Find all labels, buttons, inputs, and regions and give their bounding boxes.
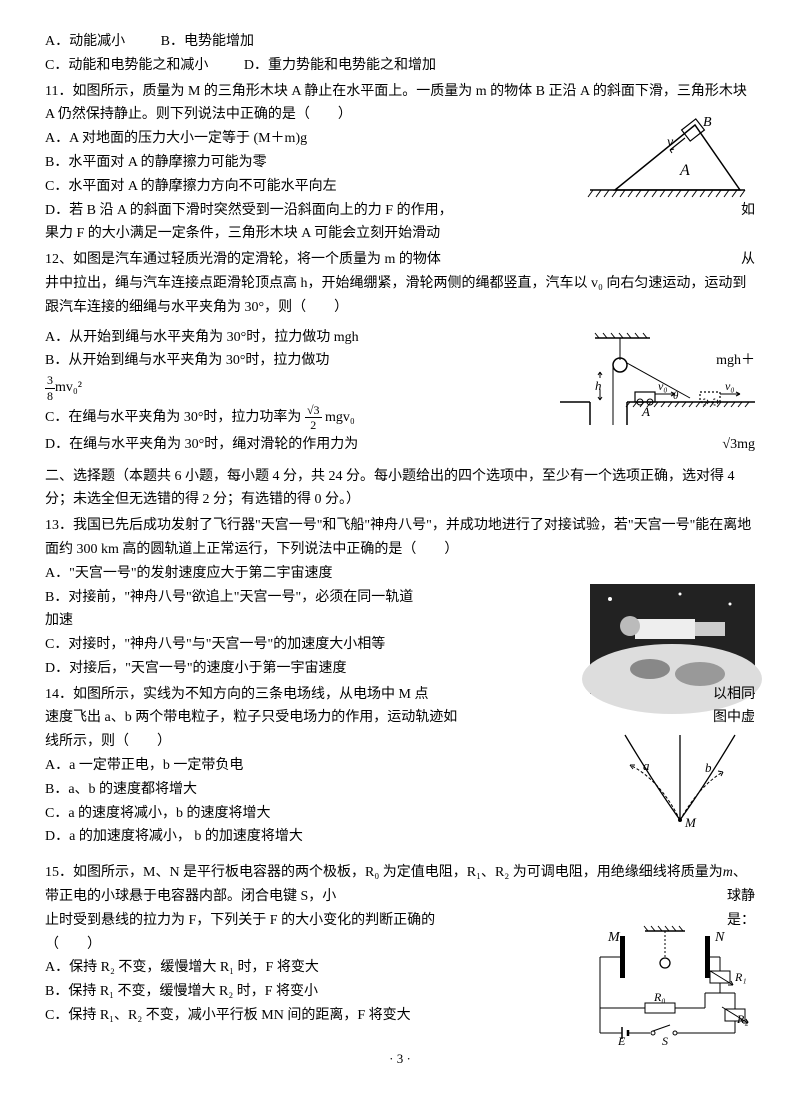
svg-text:θ: θ bbox=[673, 390, 679, 402]
q12-stem-p1: 12、如图是汽车通过轻质光滑的定滑轮，将一个质量为 m 的物体 从 bbox=[45, 248, 755, 272]
q12: 12、如图是汽车通过轻质光滑的定滑轮，将一个质量为 m 的物体 从 井中拉出，绳… bbox=[45, 248, 755, 456]
q11-figure: B v A bbox=[585, 110, 755, 210]
svg-text:a: a bbox=[643, 758, 650, 773]
q14: 14．如图所示，实线为不知方向的三条电场线，从电场中 M 点 以相同 速度飞出 … bbox=[45, 683, 755, 850]
svg-text:M: M bbox=[684, 815, 697, 830]
svg-text:A: A bbox=[641, 404, 650, 419]
q14-figure: a b M bbox=[605, 730, 755, 830]
svg-text:v₀: v₀ bbox=[725, 379, 735, 393]
q15-stem-p1: 15．如图所示，M、N 是平行板电容器的两个极板，R₀ 为定值电阻，R₁、R₂ … bbox=[45, 861, 755, 909]
q13-figure bbox=[590, 584, 755, 694]
q14-stem-p1: 14．如图所示，实线为不知方向的三条电场线，从电场中 M 点 以相同 bbox=[45, 683, 755, 707]
svg-text:b: b bbox=[705, 760, 712, 775]
q10-optA: A．动能减小 bbox=[45, 30, 125, 54]
q15: 15．如图所示，M、N 是平行板电容器的两个极板，R₀ 为定值电阻，R₁、R₂ … bbox=[45, 861, 755, 1028]
svg-text:R₁: R₁ bbox=[734, 970, 747, 984]
q10-optC: C．动能和电势能之和减小 bbox=[45, 54, 208, 78]
svg-text:h: h bbox=[595, 378, 602, 393]
svg-text:R₂: R₂ bbox=[736, 1012, 749, 1026]
q10-optB: B．电势能增加 bbox=[161, 30, 254, 54]
q10-optD: D．重力势能和电势能之和增加 bbox=[244, 54, 436, 78]
q12-figure: h v₀ v₀ θ A bbox=[555, 330, 765, 430]
q13-optA: A．"天宫一号"的发射速度应大于第二宇宙速度 bbox=[45, 562, 755, 586]
q12-stem-p2: 井中拉出，绳与汽车连接点距滑轮顶点高 h，开始绳绷紧，滑轮两侧的绳都竖直，汽车以… bbox=[45, 272, 755, 320]
svg-text:B: B bbox=[703, 115, 712, 130]
q14-stem-p2: 速度飞出 a、b 两个带电粒子，粒子只受电场力的作用，运动轨迹如 图中虚 bbox=[45, 706, 755, 730]
svg-text:N: N bbox=[714, 930, 725, 945]
svg-text:v: v bbox=[667, 135, 674, 150]
q10-options: A．动能减小 B．电势能增加 C．动能和电势能之和减小 D．重力势能和电势能之和… bbox=[45, 30, 755, 78]
q11-optD-p2: 果力 F 的大小满足一定条件，三角形木块 A 可能会立刻开始滑动 bbox=[45, 222, 755, 246]
svg-text:E: E bbox=[617, 1034, 626, 1048]
svg-text:R₀: R₀ bbox=[653, 990, 666, 1004]
q12-optD: D．在绳与水平夹角为 30°时，绳对滑轮的作用力为 √3mg bbox=[45, 433, 755, 457]
svg-text:v₀: v₀ bbox=[658, 379, 668, 393]
svg-text:A: A bbox=[679, 162, 690, 179]
section2-header: 二、选择题（本题共 6 小题，每小题 4 分，共 24 分。每小题给出的四个选项… bbox=[45, 465, 755, 513]
svg-text:S: S bbox=[662, 1034, 668, 1048]
svg-text:M: M bbox=[607, 930, 621, 945]
page-number: · 3 · bbox=[45, 1048, 755, 1070]
q13: 13．我国已先后成功发射了飞行器"天宫一号"和飞船"神舟八号"，并成功地进行了对… bbox=[45, 514, 755, 681]
q13-stem: 13．我国已先后成功发射了飞行器"天宫一号"和飞船"神舟八号"，并成功地进行了对… bbox=[45, 514, 755, 562]
q15-figure: M N bbox=[590, 923, 750, 1043]
q11: 11．如图所示，质量为 M 的三角形木块 A 静止在水平面上。一质量为 m 的物… bbox=[45, 80, 755, 247]
